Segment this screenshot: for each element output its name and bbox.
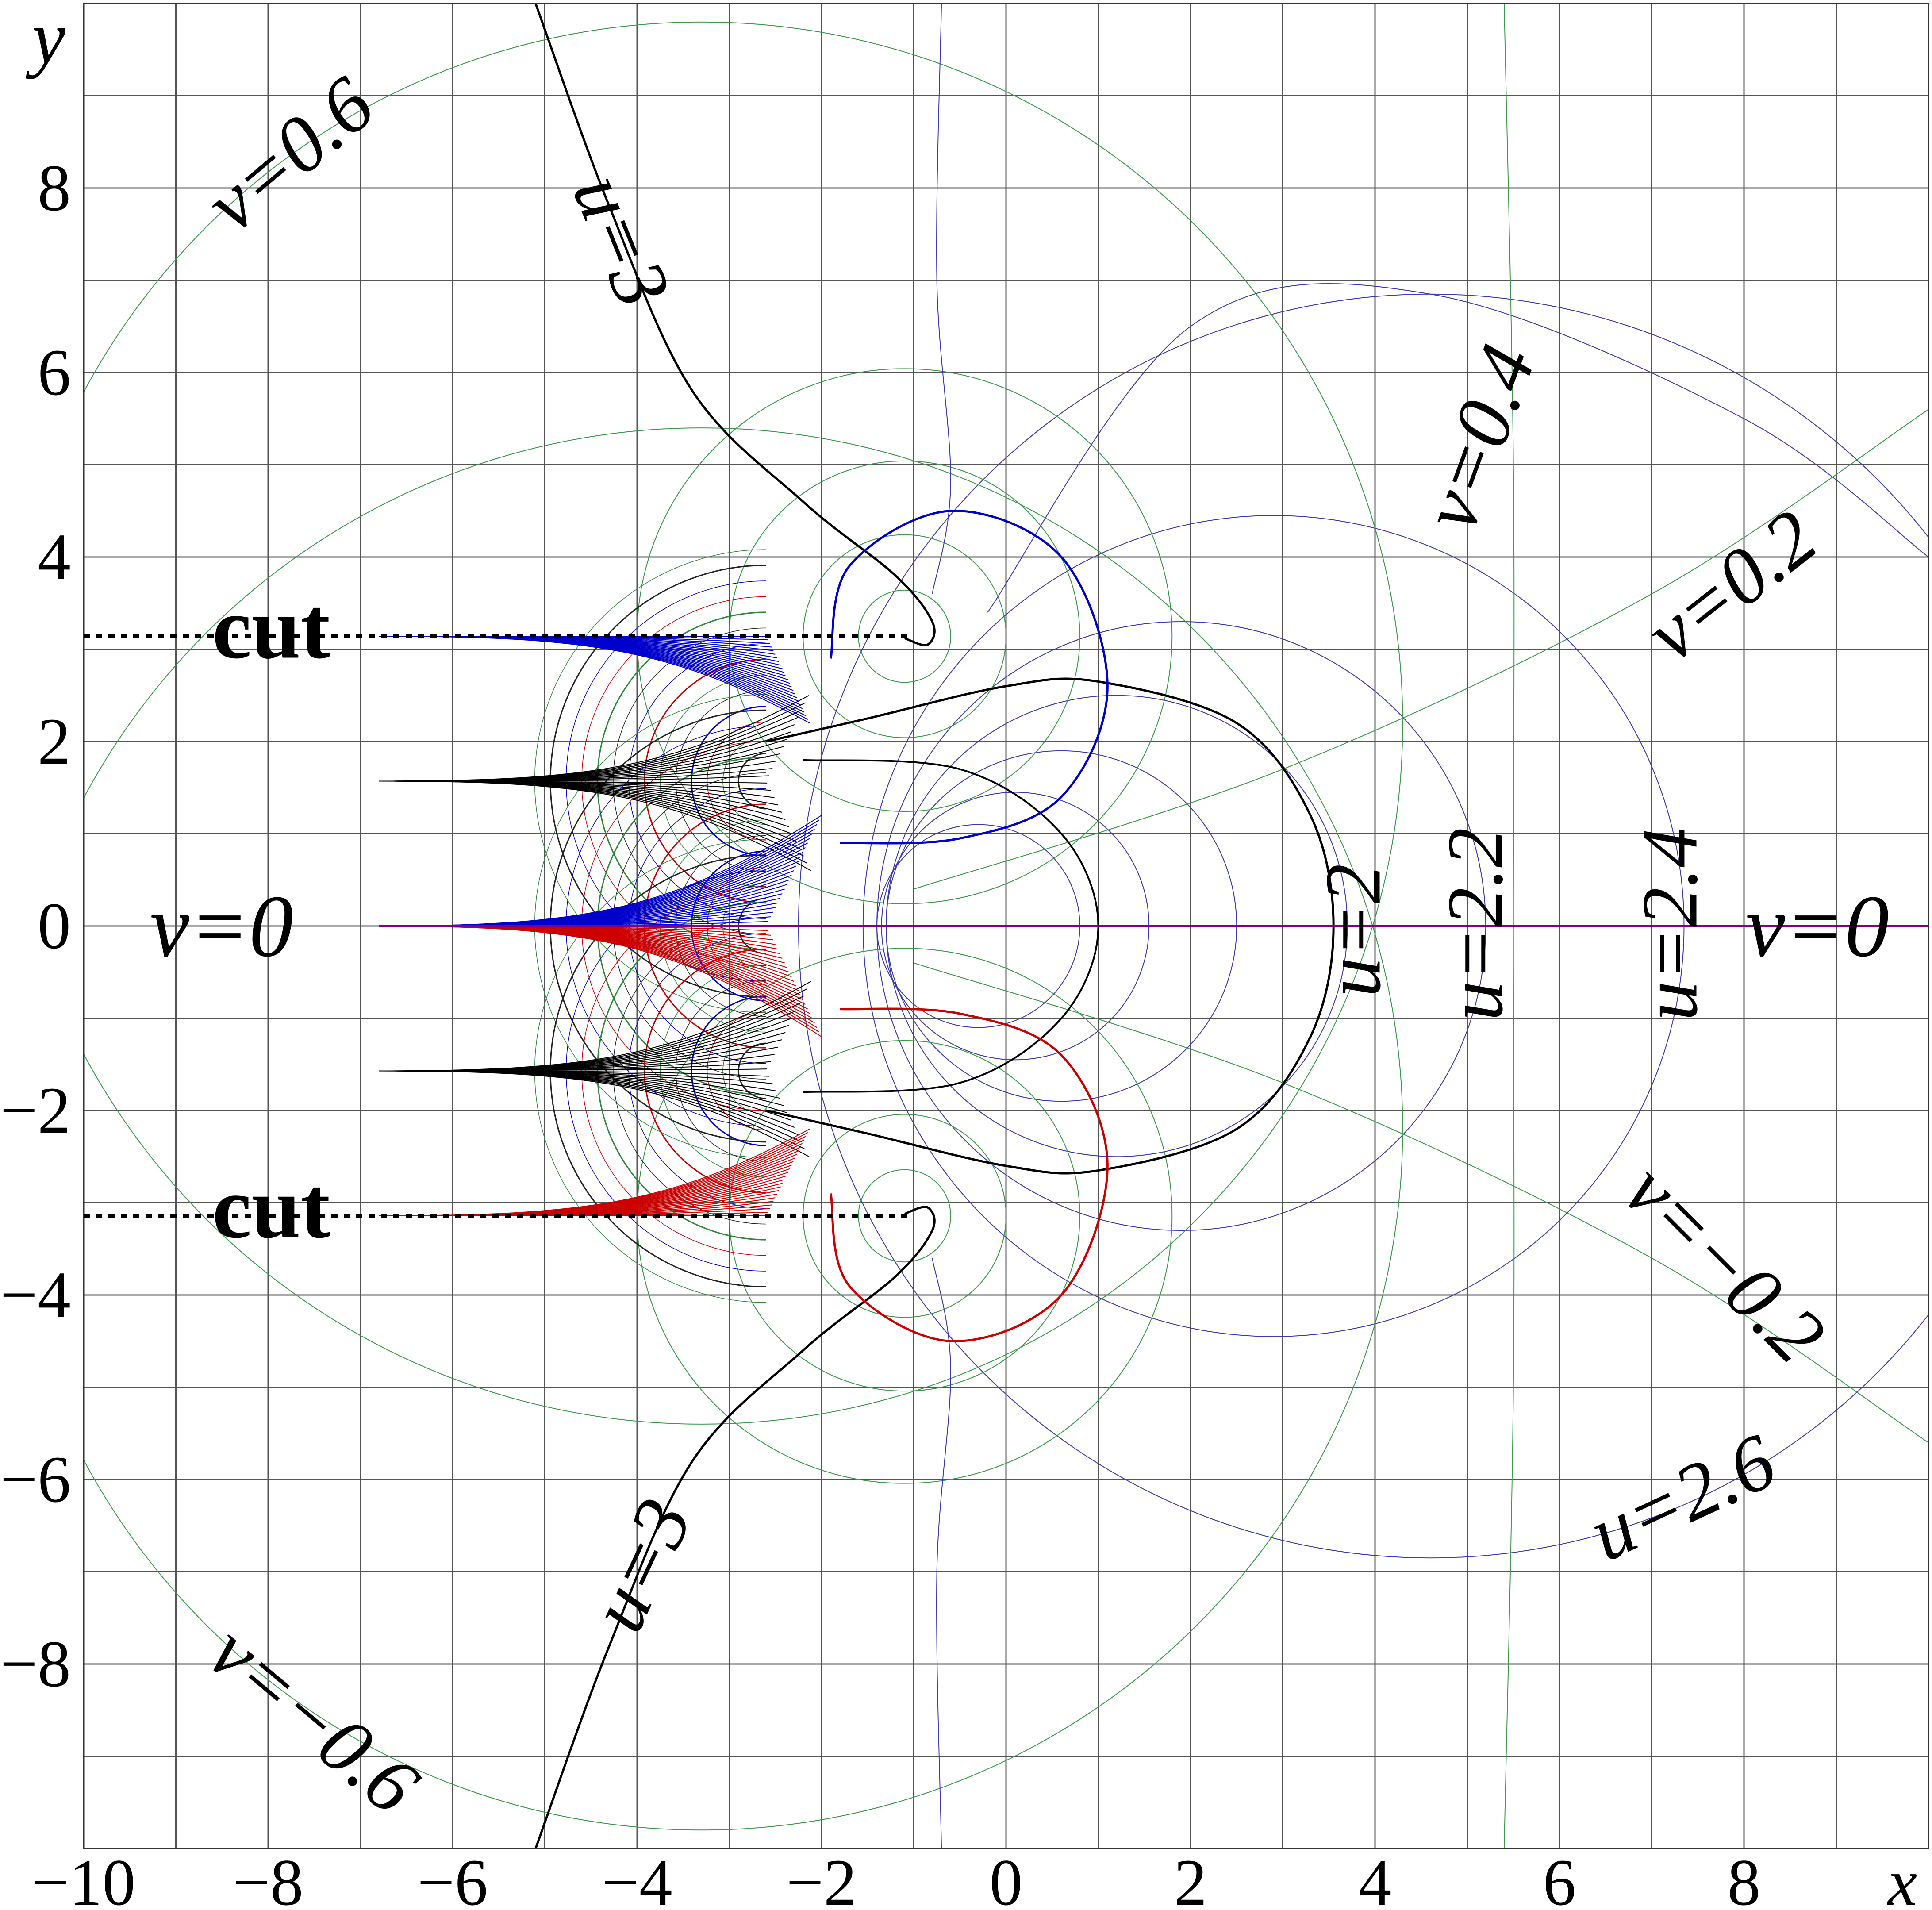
- y-tick-label: 2: [38, 705, 71, 778]
- annotation: v=0.2: [1630, 492, 1832, 678]
- annotation: u=2.4: [1626, 828, 1714, 1021]
- y-axis-label: y: [25, 0, 65, 79]
- x-tick-label: −2: [786, 1846, 857, 1910]
- y-tick-label: −2: [0, 1074, 71, 1147]
- contour-line: [676, 980, 766, 1161]
- contour-line: [379, 1129, 810, 1216]
- contour-line: [582, 596, 766, 965]
- annotation: v=0.4: [1405, 334, 1552, 542]
- annotation: u=3: [572, 1486, 709, 1644]
- x-tick-label: 0: [990, 1846, 1023, 1910]
- contour-line: [645, 949, 766, 1192]
- contour-line: [379, 1071, 809, 1157]
- contour-line: [629, 934, 766, 1208]
- annotation: v=−0.2: [1608, 1146, 1842, 1380]
- y-tick-label: −6: [0, 1443, 71, 1516]
- contour-line: [932, 4, 951, 594]
- contour-line: [379, 1071, 802, 1142]
- contour-line: [831, 511, 1108, 843]
- annotation: cut: [212, 1159, 330, 1257]
- x-tick-label: 8: [1728, 1846, 1761, 1910]
- y-tick-label: 4: [38, 520, 71, 594]
- contour-line: [379, 710, 802, 781]
- y-tick-label: 0: [38, 889, 71, 963]
- annotation: v=0: [150, 878, 293, 976]
- contour-line: [914, 409, 1929, 889]
- contour-line: [660, 675, 766, 888]
- contour-line: [660, 965, 766, 1177]
- x-tick-label: 2: [1174, 1846, 1207, 1910]
- contour-line: [691, 707, 766, 856]
- annotation: v=0: [1746, 878, 1889, 976]
- contour-line: [379, 996, 803, 1071]
- contour-line: [0, 428, 1402, 1830]
- annotation: u=3: [556, 162, 688, 319]
- contour-line: [379, 815, 822, 926]
- y-tick-label: 8: [38, 151, 71, 225]
- x-tick-label: 6: [1543, 1846, 1576, 1910]
- contour-line: [535, 550, 766, 1013]
- x-tick-label: −10: [32, 1846, 136, 1910]
- contour-line: [707, 722, 766, 840]
- contour-line: [379, 781, 803, 856]
- y-tick-label: 6: [38, 336, 71, 409]
- y-tick-label: −8: [0, 1627, 71, 1701]
- contour-line: [535, 839, 766, 1303]
- contour-line: [0, 22, 1402, 1424]
- contour-line: [536, 4, 935, 645]
- annotation: u=2.2: [1431, 828, 1519, 1021]
- y-tick-label: −4: [0, 1258, 71, 1332]
- curves: [0, 4, 1932, 1849]
- x-axis-label: x: [1887, 1846, 1917, 1910]
- contour-line: [914, 963, 1929, 1442]
- annotation: u=2: [1309, 864, 1397, 997]
- x-tick-label: −4: [602, 1846, 672, 1910]
- contour-line: [707, 1012, 766, 1130]
- contour-line: [858, 1170, 950, 1262]
- contour-line: [379, 636, 810, 723]
- contour-line: [379, 781, 811, 870]
- plot-area: [0, 4, 1932, 1849]
- contour-line: [629, 644, 766, 918]
- contour-line: [987, 284, 1928, 612]
- annotation: u=2.6: [1576, 1417, 1788, 1578]
- contour-line: [379, 926, 819, 1032]
- contour-line: [582, 887, 766, 1256]
- contour-line: [645, 659, 766, 903]
- x-tick-label: −8: [233, 1846, 303, 1910]
- annotation: cut: [212, 580, 330, 677]
- contour-line: [831, 1009, 1108, 1341]
- contour-line: [379, 820, 819, 926]
- contour-line: [932, 1258, 951, 1849]
- x-tick-label: −6: [417, 1846, 488, 1910]
- frame: [83, 3, 1929, 1849]
- contour-line: [676, 691, 766, 872]
- contour-line: [691, 996, 766, 1146]
- x-tick-label: 4: [1359, 1846, 1392, 1910]
- contour-line: [379, 926, 822, 1037]
- contour-line: [536, 1207, 935, 1849]
- annotation: v=−0.6: [193, 1607, 435, 1831]
- contour-line: [858, 590, 950, 683]
